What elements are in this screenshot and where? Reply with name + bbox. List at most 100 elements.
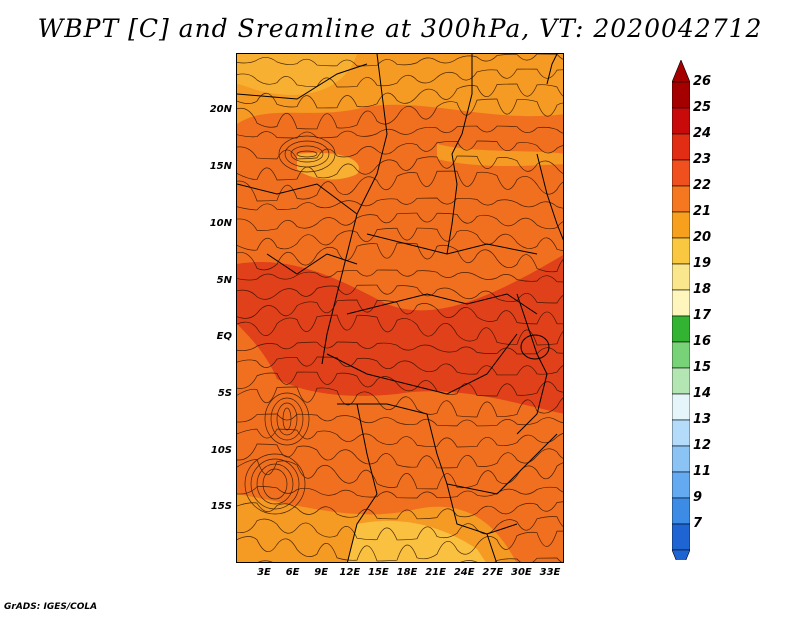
country-border <box>516 293 548 435</box>
colorbar-cell <box>672 133 690 161</box>
streamline <box>237 284 563 304</box>
country-border <box>546 54 558 85</box>
country-border <box>266 253 358 275</box>
streamline <box>237 459 563 490</box>
colorbar-label: 11 <box>693 464 712 479</box>
colorbar <box>672 60 690 560</box>
streamline <box>237 212 563 231</box>
streamline <box>237 314 563 346</box>
colorbar-cell <box>672 237 690 265</box>
longitude-label: 30E <box>511 567 532 578</box>
temperature-patch <box>237 255 563 414</box>
latitude-label: 10N <box>209 218 232 229</box>
streamline-vortex <box>270 397 304 441</box>
country-border <box>337 403 428 415</box>
streamline <box>237 299 563 325</box>
country-border <box>237 63 368 100</box>
colorbar-cell <box>672 211 690 239</box>
latitude-label: EQ <box>216 331 232 342</box>
streamline-vortex <box>296 150 318 158</box>
streamline-vortex <box>250 458 300 510</box>
colorbar-label: 15 <box>693 360 712 375</box>
streamline-vortex <box>262 468 288 500</box>
temperature-patch <box>437 144 563 167</box>
colorbar-label: 25 <box>693 100 712 115</box>
latitude-label: 20N <box>209 104 232 115</box>
colorbar-cell <box>672 523 690 551</box>
colorbar-cell <box>672 159 690 187</box>
longitude-label: 6E <box>285 567 300 578</box>
streamline-vortex <box>244 453 306 515</box>
country-borders <box>237 54 563 562</box>
colorbar-label: 19 <box>693 256 712 271</box>
streamline <box>237 413 563 427</box>
streamline-vortex <box>278 135 336 173</box>
country-border <box>346 403 378 562</box>
colorbar-cell <box>672 81 690 109</box>
streamline <box>237 242 563 273</box>
chart-title: WBPT [C] and Sreamline at 300hPa, VT: 20… <box>37 14 763 43</box>
longitude-label: 24E <box>453 567 475 578</box>
latitude-label: 15N <box>209 161 232 172</box>
colorbar-bottom-arrow <box>672 549 690 560</box>
streamline <box>237 125 563 139</box>
colorbar-label: 14 <box>693 386 712 401</box>
streamline <box>237 98 563 130</box>
streamline <box>237 530 563 562</box>
colorbar-cell <box>672 185 690 213</box>
streamline <box>237 227 563 251</box>
streamline <box>237 54 563 67</box>
longitude-label: 15E <box>368 567 389 578</box>
map-panel <box>236 53 564 563</box>
country-border <box>446 54 473 255</box>
colorbar-cell <box>672 419 690 447</box>
colorbar-cell <box>672 393 690 421</box>
longitude-label: 33E <box>539 567 561 578</box>
colorbar-label: 18 <box>693 282 712 297</box>
longitude-label: 18E <box>396 567 418 578</box>
colorbar-label: 17 <box>693 308 712 323</box>
country-border <box>496 433 558 495</box>
country-border <box>237 183 358 215</box>
streamline <box>237 501 563 520</box>
colorbar-cell <box>672 315 690 343</box>
streamline <box>237 428 563 448</box>
streamline <box>237 155 563 181</box>
colorbar-cell <box>672 367 690 395</box>
streamline <box>237 83 563 109</box>
streamline <box>237 486 563 499</box>
country-border <box>346 293 538 315</box>
colorbar-top-arrow <box>672 60 690 83</box>
streamline <box>237 443 563 469</box>
country-border <box>446 483 518 535</box>
colorbar-label: 7 <box>693 516 703 531</box>
latitude-label: 10S <box>210 445 232 456</box>
longitude-label: 9E <box>314 567 329 578</box>
colorbar-label: 9 <box>693 490 703 505</box>
longitude-label: 27E <box>482 567 504 578</box>
country-border <box>321 54 388 365</box>
streamline <box>237 197 563 211</box>
colorbar-label: 16 <box>693 334 712 349</box>
colorbar-label: 24 <box>693 126 712 141</box>
streamline-vortex <box>290 145 324 163</box>
colorbar-label: 12 <box>693 438 712 453</box>
streamline-vortex <box>282 407 292 431</box>
colorbar-cell <box>672 497 690 525</box>
temperature-patch <box>237 54 357 95</box>
longitude-label: 21E <box>425 567 446 578</box>
longitude-label: 12E <box>339 567 361 578</box>
map-svg <box>237 54 563 562</box>
streamline-vortex <box>264 392 310 446</box>
colorbar-cell <box>672 471 690 499</box>
colorbar-cell <box>672 289 690 317</box>
country-border <box>426 413 498 495</box>
colorbar-cell <box>672 263 690 291</box>
colorbar-label: 20 <box>693 230 712 245</box>
streamline <box>237 140 563 160</box>
streamline <box>237 269 563 283</box>
latitude-label: 5S <box>217 388 232 399</box>
streamline <box>237 356 563 376</box>
country-border <box>486 533 497 562</box>
colorbar-label: 22 <box>693 178 712 193</box>
